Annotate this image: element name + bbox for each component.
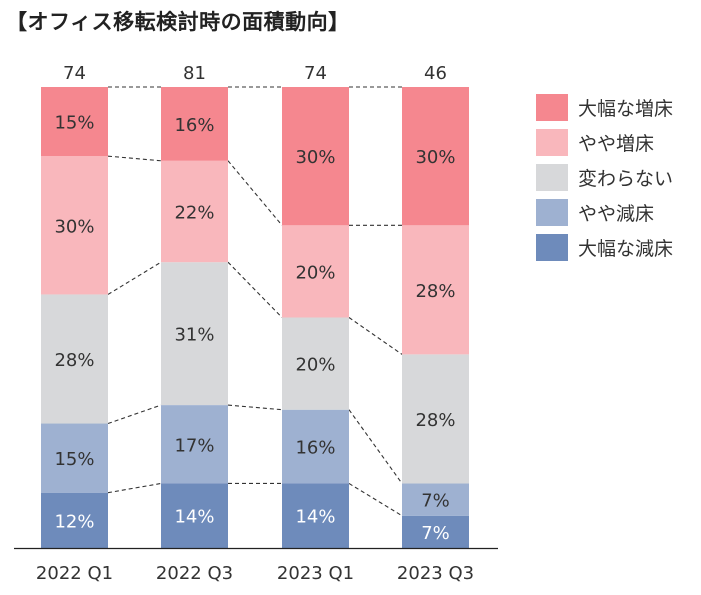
bar-label-small_decrease-2: 16%: [295, 438, 335, 459]
total-label-3: 46: [424, 63, 447, 84]
connector-small_decrease-2: [348, 409, 403, 484]
legend-swatch-small_increase: [536, 129, 568, 156]
bar-large_increase-3: [402, 87, 469, 226]
bar-large_decrease-0: [41, 492, 108, 548]
bars-group: 12% 15% 28% 30% 15% 14% 17% 31% 22% 16% 14% 16% 20% 2…: [41, 87, 469, 548]
bar-label-small_increase-2: 20%: [295, 262, 335, 283]
bar-small_decrease-2: [282, 409, 349, 484]
connector-large_decrease-2: [348, 482, 403, 517]
bar-label-large_decrease-0: 12%: [54, 511, 94, 532]
bar-no_change-0: [41, 294, 108, 424]
bar-label-large_decrease-3: 7%: [421, 523, 450, 544]
bar-large_decrease-2: [282, 483, 349, 548]
bar-label-small_increase-0: 30%: [54, 216, 94, 237]
bar-large_decrease-3: [402, 515, 469, 548]
bar-label-large_increase-1: 16%: [174, 115, 214, 136]
x-tick-label-0: 2022 Q1: [36, 563, 113, 584]
legend-label-small_increase: やや増床: [578, 133, 654, 155]
connector-lines: [107, 86, 403, 517]
bar-label-small_increase-1: 22%: [174, 202, 214, 223]
legend-swatch-large_decrease: [536, 234, 568, 261]
bar-label-large_increase-0: 15%: [54, 113, 94, 134]
legend-label-large_increase: 大幅な増床: [578, 98, 673, 120]
legend-swatch-no_change: [536, 164, 568, 191]
bar-small_increase-3: [402, 225, 469, 355]
chart-title: 【オフィス移転検討時の面積動向】: [6, 10, 350, 34]
bar-label-large_decrease-2: 14%: [295, 507, 335, 528]
legend-label-small_decrease: やや減床: [578, 203, 654, 225]
bar-label-no_change-1: 31%: [174, 325, 214, 346]
bar-small_decrease-3: [402, 483, 469, 516]
total-label-1: 81: [183, 63, 206, 84]
x-axis: 74 2022 Q1 81 2022 Q3 74 2023 Q1 46 2023 Q3: [14, 63, 498, 584]
bar-large_increase-2: [282, 87, 349, 226]
legend-label-large_decrease: 大幅な減床: [578, 238, 673, 260]
bar-label-large_increase-3: 30%: [415, 147, 455, 168]
bar-label-small_decrease-3: 7%: [421, 491, 450, 512]
legend-swatch-small_decrease: [536, 199, 568, 226]
legend-swatch-large_increase: [536, 94, 568, 121]
connector-large_decrease-0: [107, 482, 162, 494]
connector-no_change-0: [107, 261, 162, 295]
bar-label-small_decrease-1: 17%: [174, 435, 214, 456]
bar-small_increase-1: [161, 160, 228, 263]
connector-small_decrease-1: [227, 404, 283, 411]
total-label-2: 74: [304, 63, 327, 84]
connector-small_increase-0: [107, 155, 162, 162]
connector-small_decrease-0: [107, 404, 162, 425]
bar-no_change-2: [282, 317, 349, 410]
bar-large_increase-1: [161, 87, 228, 161]
bar-small_decrease-0: [41, 423, 108, 493]
bar-label-no_change-0: 28%: [54, 350, 94, 371]
x-tick-label-1: 2022 Q3: [156, 563, 233, 584]
bar-label-large_decrease-1: 14%: [174, 507, 214, 528]
connector-no_change-1: [227, 261, 283, 318]
connector-no_change-2: [348, 317, 403, 355]
bar-label-large_increase-2: 30%: [295, 147, 335, 168]
bar-no_change-1: [161, 262, 228, 406]
bar-no_change-3: [402, 354, 469, 484]
total-label-0: 74: [63, 63, 86, 84]
bar-label-small_decrease-0: 15%: [54, 449, 94, 470]
bar-large_decrease-1: [161, 483, 228, 548]
bar-small_decrease-1: [161, 405, 228, 484]
bar-label-no_change-2: 20%: [295, 355, 335, 376]
bar-small_increase-0: [41, 156, 108, 295]
x-tick-label-2: 2023 Q1: [277, 563, 354, 584]
bar-label-small_increase-3: 28%: [415, 281, 455, 302]
connector-small_increase-1: [227, 160, 283, 226]
bar-small_increase-2: [282, 225, 349, 318]
bar-label-no_change-3: 28%: [415, 410, 455, 431]
bar-large_increase-0: [41, 87, 108, 157]
legend-label-no_change: 変わらない: [578, 168, 673, 190]
x-tick-label-3: 2023 Q3: [397, 563, 474, 584]
